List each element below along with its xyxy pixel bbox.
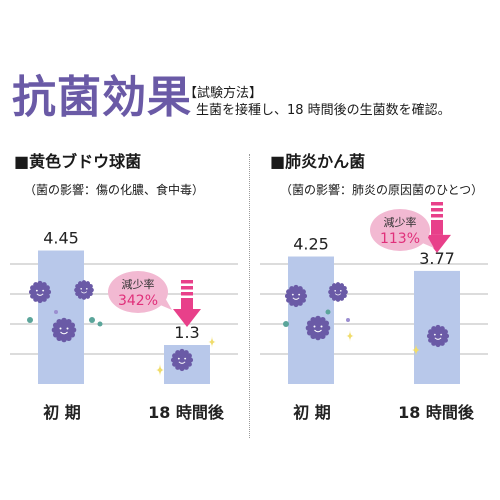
chart-1-title: ■黄色ブドウ球菌 bbox=[14, 152, 142, 171]
chart-1-plot: 4.45 初 期 1.3 18 時間後 減少率 342% bbox=[10, 229, 238, 422]
chart-2-down-arrow bbox=[423, 202, 451, 253]
sparkle-icon bbox=[411, 343, 421, 357]
bacteria-icon bbox=[74, 280, 94, 300]
chart-1-reduction-label: 減少率 bbox=[122, 277, 155, 291]
chart-2-badge-tail bbox=[420, 234, 434, 248]
chart-1-bar-1 bbox=[38, 250, 84, 384]
method-description: 生菌を接種し、18 時間後の生菌数を確認。 bbox=[196, 103, 451, 118]
germ-dot-icon bbox=[27, 317, 33, 323]
germ-dot-icon bbox=[346, 318, 350, 322]
chart-2-value-label-2: 3.77 bbox=[419, 249, 455, 268]
germ-dot-icon bbox=[283, 321, 289, 327]
chart-2-plot: 4.25 初 期 3.77 18 時間後 減少率 113% bbox=[260, 202, 488, 422]
sparkle-icon bbox=[208, 336, 216, 348]
chart-2-reduction-value: 113% bbox=[380, 231, 420, 247]
bacteria-icon bbox=[284, 284, 308, 308]
germ-dot-icon bbox=[97, 321, 103, 327]
chart-2-category-label-1: 初 期 bbox=[293, 403, 331, 422]
germ-dot-icon bbox=[89, 317, 95, 323]
chart-1-badge-tail bbox=[158, 296, 172, 310]
chart-divider bbox=[249, 154, 250, 438]
chart-2-title: ■肺炎かん菌 bbox=[270, 152, 366, 171]
chart-2-reduction-label: 減少率 bbox=[384, 215, 417, 229]
chart-1-down-arrow bbox=[173, 280, 201, 327]
page-title: 抗菌効果 bbox=[12, 72, 192, 123]
bacteria-icon bbox=[426, 324, 450, 348]
chart-2-subtitle: （菌の影響：肺炎の原因菌のひとつ） bbox=[280, 183, 484, 197]
chart-2-value-label-1: 4.25 bbox=[293, 235, 329, 254]
bacteria-icon bbox=[305, 315, 331, 341]
chart-1-reduction-value: 342% bbox=[118, 293, 158, 309]
method-label: 【試験方法】 bbox=[184, 86, 263, 101]
chart-1-category-label-1: 初 期 bbox=[43, 403, 81, 422]
bacteria-icon bbox=[28, 280, 52, 304]
chart-2-reduction-badge bbox=[370, 209, 430, 251]
sparkle-icon bbox=[155, 363, 165, 377]
bacteria-icon bbox=[170, 348, 194, 372]
chart-2-category-label-2: 18 時間後 bbox=[398, 403, 475, 422]
chart-1-subtitle: （菌の影響：傷の化膿、食中毒） bbox=[24, 183, 205, 197]
germ-dot-icon bbox=[54, 310, 58, 314]
bacteria-icon bbox=[328, 282, 348, 302]
chart-1-value-label-1: 4.45 bbox=[43, 229, 79, 248]
chart-1-reduction-badge bbox=[108, 271, 168, 313]
germ-dot-icon bbox=[325, 309, 331, 315]
chart-1-value-label-2: 1.3 bbox=[174, 323, 199, 342]
bacteria-icon bbox=[51, 317, 77, 343]
chart-1-category-label-2: 18 時間後 bbox=[148, 403, 225, 422]
sparkle-icon bbox=[346, 330, 354, 342]
